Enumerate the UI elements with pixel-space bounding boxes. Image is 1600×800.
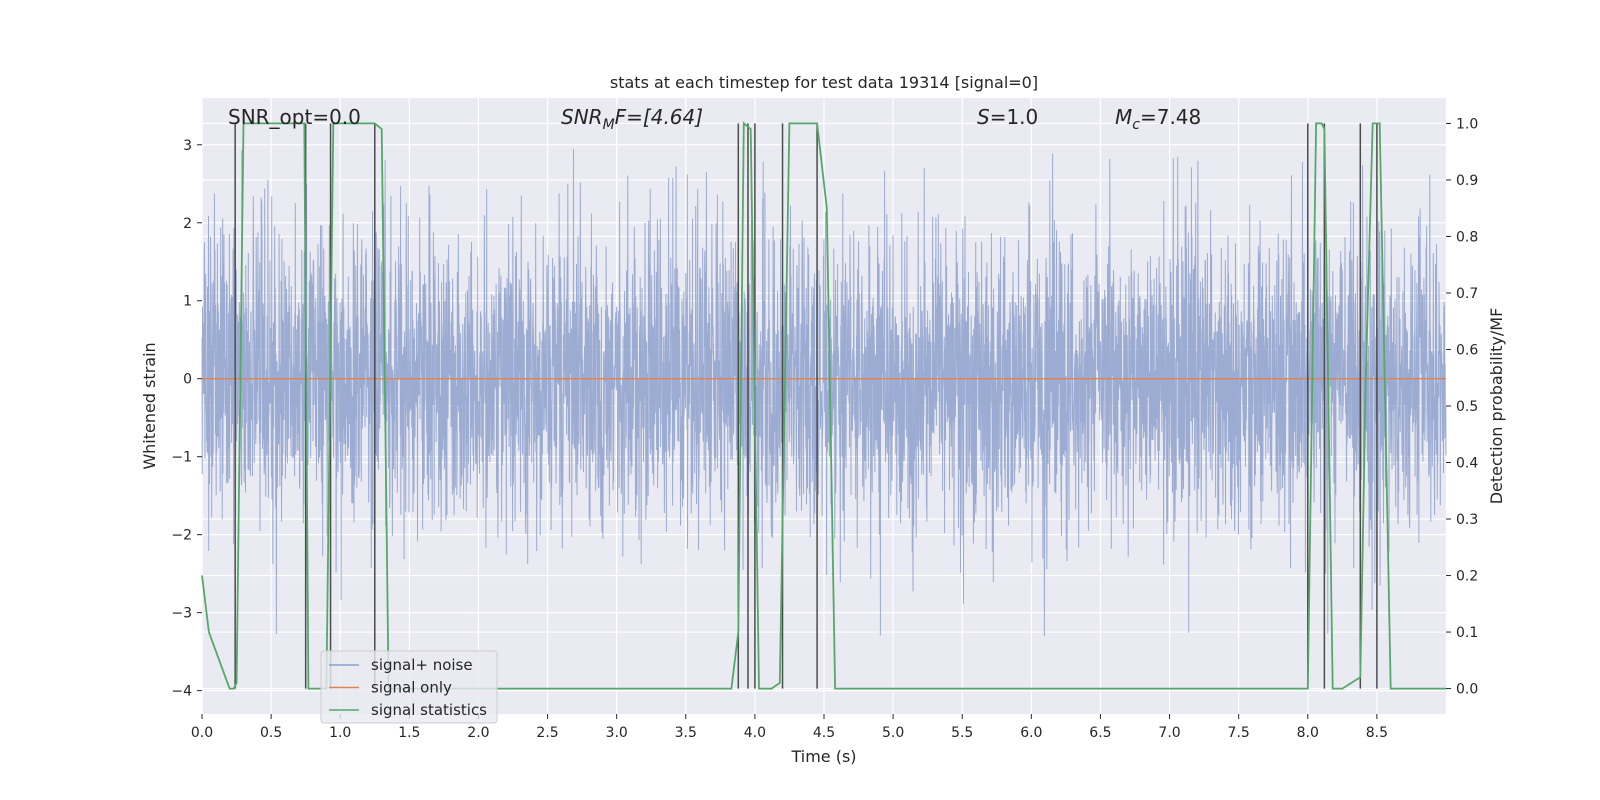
y-right-tick-label: 0.5	[1456, 399, 1478, 415]
y-tick-label: 3	[183, 138, 192, 154]
y-right-tick-label: 0.9	[1456, 173, 1478, 189]
x-tick-label: 3.5	[675, 725, 697, 741]
annotation-snr-mf-rest: F=[4.64]	[615, 105, 703, 129]
annotation-mc-sub: c	[1132, 117, 1140, 133]
y-tick-label: −4	[171, 684, 192, 700]
x-tick-label: 3.0	[606, 725, 628, 741]
annotation-snr-mf-base: SNR	[561, 105, 603, 129]
legend-label-signal-only: signal only	[371, 679, 452, 697]
y-tick-label: −2	[171, 528, 192, 544]
x-tick-label: 6.0	[1020, 725, 1042, 741]
legend-box	[320, 650, 498, 724]
x-tick-label: 2.0	[467, 725, 489, 741]
x-tick-label: 1.5	[398, 725, 420, 741]
legend-label-signal-noise: signal+ noise	[371, 656, 473, 674]
y-tick-label: 0	[183, 372, 192, 388]
y-tick-label: 2	[183, 216, 192, 232]
y-right-tick-label: 0.0	[1456, 682, 1478, 698]
y-right-tick-label: 1.0	[1456, 116, 1478, 132]
legend: signal+ noise signal only signal statist…	[320, 650, 498, 724]
x-tick-label: 8.0	[1297, 725, 1319, 741]
x-tick-label: 1.0	[329, 725, 351, 741]
axes: 0.0 0.5 1.0 1.5 2.0 2.5 3.0 3.5 4.0 4.5 5.0 5.5 6.0 6…	[171, 116, 1478, 741]
x-tick-label: 4.0	[744, 725, 766, 741]
y-right-tick-label: 0.8	[1456, 229, 1478, 245]
x-tick-label: 4.5	[813, 725, 835, 741]
annotation-mc-value: =7.48	[1140, 105, 1201, 129]
y-right-tick-label: 0.2	[1456, 569, 1478, 585]
signal-noise-series	[201, 149, 1447, 637]
annotation-snr-mf: SNRMF=[4.64]	[561, 105, 703, 133]
y-tick-label: 1	[183, 294, 192, 310]
annotation-snr-mf-sub: M	[603, 117, 615, 133]
annotation-mc-base: M	[1115, 105, 1132, 129]
x-tick-label: 0.0	[191, 725, 213, 741]
annotation-s-label: S	[977, 105, 990, 129]
x-tick-label: 5.0	[882, 725, 904, 741]
annotation-mc: Mc=7.48	[1115, 105, 1201, 133]
y-tick-label: −3	[171, 606, 192, 622]
chart-title: stats at each timestep for test data 193…	[610, 73, 1038, 92]
x-tick-label: 8.5	[1366, 725, 1388, 741]
legend-label-signal-statistics: signal statistics	[371, 701, 487, 719]
signal-statistics-line	[201, 121, 1446, 690]
y-axis-label: Whitened strain	[140, 342, 159, 469]
y-tick-label: −1	[171, 450, 192, 466]
annotation-snr-opt: SNR_opt=0.0	[228, 105, 361, 129]
y-axis-label-right: Detection probability/MF	[1487, 308, 1506, 505]
x-tick-label: 7.5	[1228, 725, 1250, 741]
signal-noise-line	[201, 149, 1447, 637]
y-right-tick-label: 0.1	[1456, 625, 1478, 641]
y-right-tick-label: 0.3	[1456, 512, 1478, 528]
annotation-s-value: =1.0	[990, 105, 1039, 129]
annotation-s: S=1.0	[977, 105, 1038, 129]
x-tick-label: 7.0	[1158, 725, 1180, 741]
x-tick-label: 0.5	[260, 725, 282, 741]
x-axis-label: Time (s)	[790, 747, 856, 766]
x-tick-label: 5.5	[951, 725, 973, 741]
x-tick-label: 6.5	[1089, 725, 1111, 741]
y-right-tick-label: 0.7	[1456, 286, 1478, 302]
y-right-tick-label: 0.4	[1456, 456, 1478, 472]
y-right-tick-label: 0.6	[1456, 342, 1478, 358]
signal-statistics-series	[201, 121, 1446, 690]
x-tick-label: 2.5	[536, 725, 558, 741]
